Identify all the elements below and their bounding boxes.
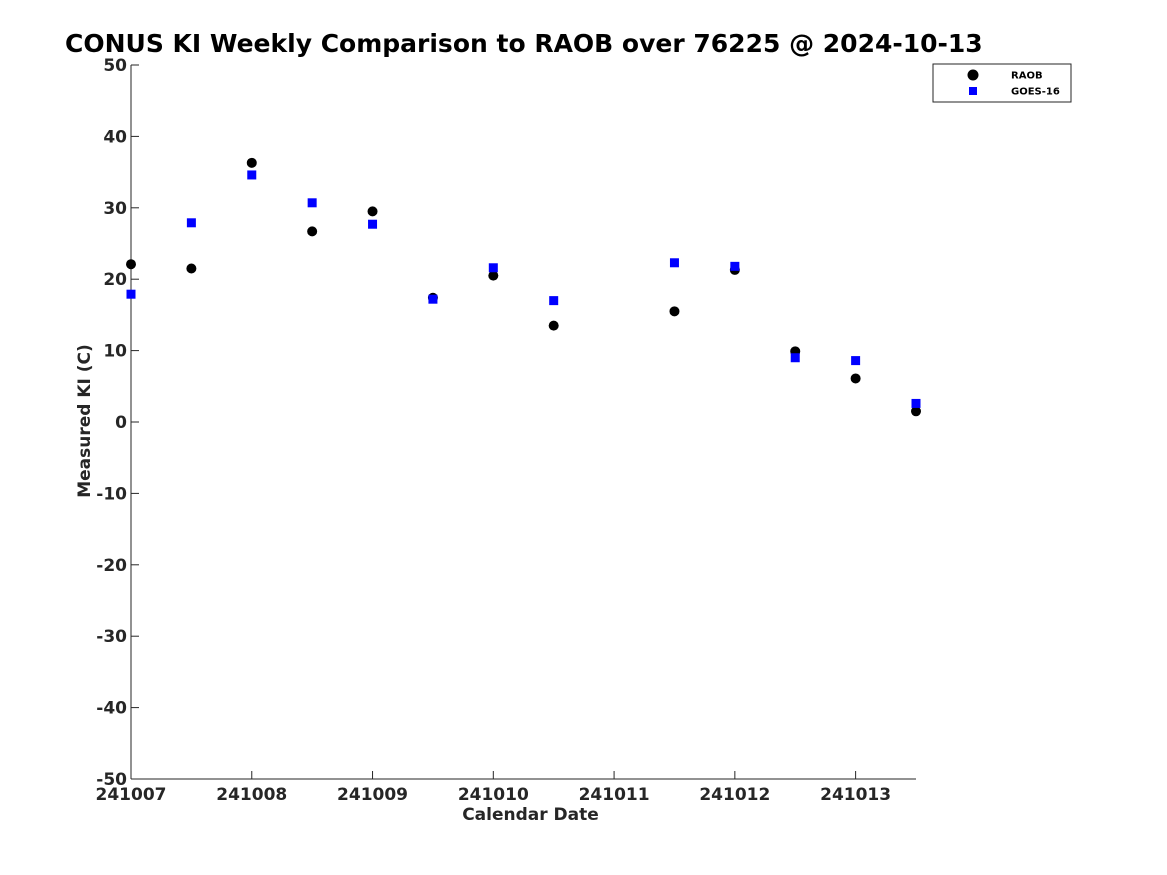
series-goes-16: [126, 170, 921, 408]
y-tick-label: 0: [115, 413, 127, 433]
data-point: [126, 259, 136, 270]
legend-entries: RAOB GOES-16: [967, 69, 1060, 98]
data-point: [246, 157, 257, 168]
data-point: [669, 306, 680, 317]
data-point: [307, 226, 318, 237]
legend-label: RAOB: [1011, 71, 1043, 82]
data-point: [488, 263, 498, 273]
x-tick-label: 241007: [96, 785, 167, 805]
x-axis-label: Calendar Date: [462, 805, 599, 825]
data-point: [911, 398, 921, 408]
x-ticks: 241007 241008 241009 241010 241011 241012 2410…: [96, 771, 891, 805]
data-point: [851, 356, 861, 366]
legend-entry: RAOB: [967, 69, 1043, 82]
data-point: [549, 296, 559, 306]
y-tick-label: -30: [96, 627, 127, 647]
x-tick-label: 241011: [579, 785, 650, 805]
y-tick-label: -40: [96, 699, 127, 719]
data-point: [368, 219, 378, 229]
data-point: [790, 353, 800, 363]
y-axis-label: Measured KI (C): [75, 344, 95, 498]
y-tick-label: 40: [103, 127, 127, 147]
data-point: [548, 320, 559, 331]
legend-box: [932, 63, 1072, 103]
y-tick-label: 10: [103, 342, 127, 362]
data-point: [428, 294, 438, 304]
data-point: [367, 206, 378, 217]
data-point: [126, 289, 136, 299]
x-tick-label: 241013: [820, 785, 891, 805]
legend-entry: GOES-16: [969, 87, 1060, 98]
data-point: [307, 198, 317, 208]
data-point: [488, 270, 499, 281]
data-point: [669, 258, 679, 268]
data-point: [850, 373, 861, 384]
chart-title: CONUS KI Weekly Comparison to RAOB over …: [65, 29, 983, 58]
legend: RAOB GOES-16: [932, 63, 1072, 103]
legend-marker: [967, 69, 979, 81]
y-tick-label: 50: [103, 56, 127, 76]
series-layer: [126, 157, 921, 417]
y-tick-label: 20: [103, 270, 127, 290]
data-point: [911, 406, 921, 417]
data-point: [186, 218, 196, 228]
y-tick-label: -10: [96, 484, 127, 504]
legend-marker: [969, 87, 977, 95]
y-ticks: 50 40 30 20 10 0 -10 -20 -30 -40 -50: [96, 56, 139, 790]
y-tick-label: -50: [96, 770, 127, 790]
series-raob: [126, 157, 921, 417]
data-point: [186, 263, 197, 274]
legend-label: GOES-16: [1011, 87, 1060, 98]
x-tick-label: 241008: [216, 785, 287, 805]
x-tick-label: 241010: [458, 785, 529, 805]
x-tick-label: 241012: [699, 785, 770, 805]
data-point: [730, 261, 740, 271]
x-tick-label: 241009: [337, 785, 408, 805]
y-tick-label: -20: [96, 556, 127, 576]
data-point: [247, 170, 257, 180]
y-tick-label: 30: [103, 199, 127, 219]
